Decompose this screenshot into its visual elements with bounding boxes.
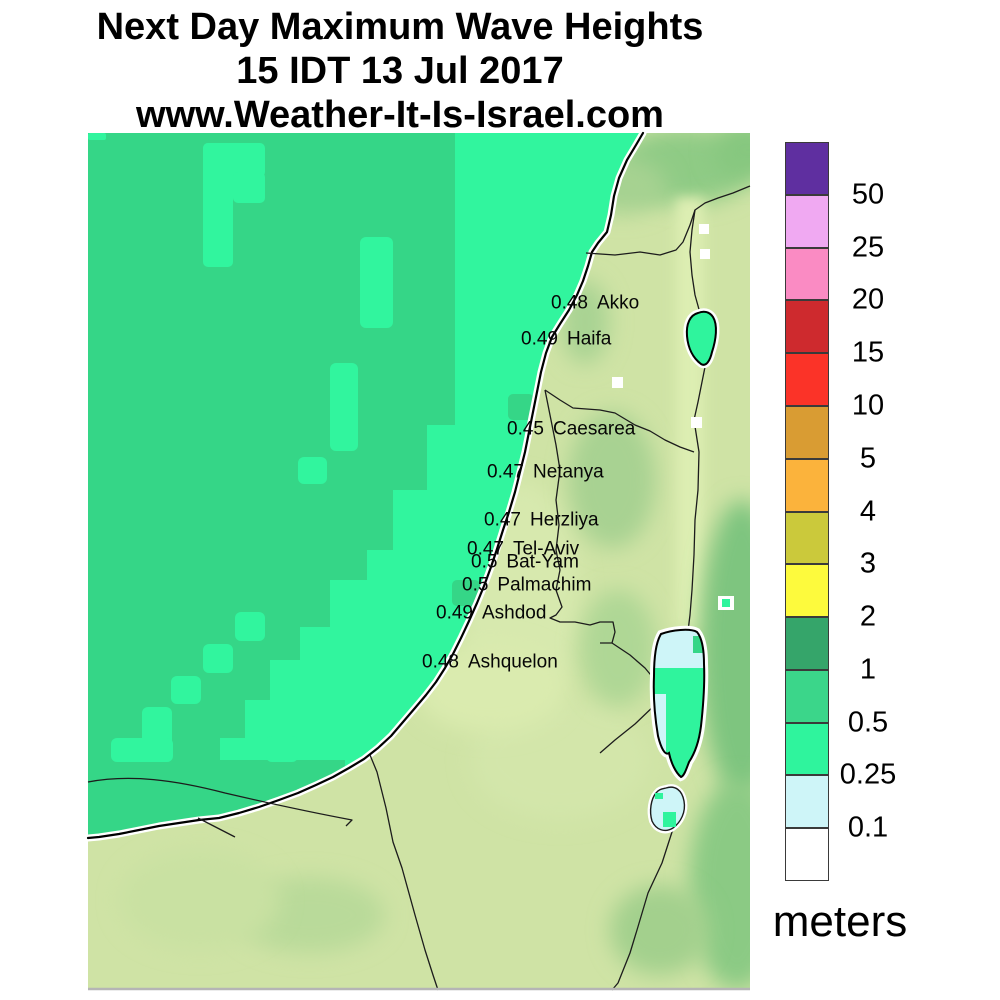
legend-tick-label-25: 25 [851, 231, 885, 264]
legend-tick-label-4: 4 [859, 495, 877, 528]
station-label-palmachim: 0.5 Palmachim [462, 574, 592, 596]
station-label-tel-aviv: 0.47 Tel-Aviv [467, 538, 580, 560]
legend-tick-label-0.25: 0.25 [839, 758, 897, 791]
legend-tick-label-0.1: 0.1 [847, 811, 889, 844]
legend-swatch-5 [785, 405, 829, 459]
station-label-herzliya: 0.47 Herzliya [484, 509, 599, 531]
station-label-ashdod: 0.49 Ashdod [436, 602, 547, 624]
legend-tick-label-1: 1 [859, 653, 877, 686]
station-label-netanya: 0.47 Netanya [487, 461, 604, 483]
legend-tick-label-3: 3 [859, 547, 877, 580]
border-egypt [369, 754, 439, 991]
station-label-bat-yam: 0.5 Bat-Yam [471, 551, 579, 573]
legend-tick-label-0.5: 0.5 [847, 706, 889, 739]
legend-swatch-1 [785, 194, 829, 248]
legend-swatch-0 [785, 142, 829, 195]
dead-sea [649, 625, 709, 782]
legend-swatch-9 [785, 617, 829, 670]
legend-swatch-2 [785, 247, 829, 301]
border-green-line-north [544, 389, 695, 453]
border-lebanon [585, 185, 751, 256]
legend-swatch-4 [785, 353, 829, 406]
lagoon-spit [197, 817, 236, 838]
lagoon-outline [87, 777, 353, 827]
legend-tick-label-5: 5 [859, 442, 877, 475]
station-label-akko: 0.48 Akko [551, 292, 640, 314]
sea-dark-patches [452, 394, 534, 606]
legend-swatch-7 [785, 511, 829, 565]
terrain-shading [120, 133, 750, 990]
legend-tick-label-20: 20 [851, 283, 885, 316]
legend-swatch-13 [785, 828, 829, 882]
small-pond [722, 599, 730, 607]
sea-of-galilee [683, 308, 720, 369]
legend-swatch-11 [785, 722, 829, 776]
sea-bright-patches [88, 133, 393, 762]
title-website: www.Weather-It-Is-Israel.com [136, 94, 664, 136]
border-golan [689, 209, 701, 314]
border-green-line-west [544, 389, 616, 644]
border-jordan-south [611, 811, 682, 991]
legend-unit-label: meters [772, 897, 908, 946]
station-label-ashquelon: 0.48 Ashquelon [422, 651, 558, 673]
border-judea-diagonal [599, 701, 659, 754]
station-label-caesarea: 0.45 Caesarea [507, 418, 636, 440]
legend-tick-label-15: 15 [851, 336, 885, 369]
legend-swatch-3 [785, 300, 829, 354]
legend-swatch-8 [785, 564, 829, 618]
station-label-haifa: 0.49 Haifa [521, 328, 612, 350]
border-lines [87, 185, 751, 991]
border-jordan-river [687, 361, 707, 632]
legend-tick-label-2: 2 [859, 600, 877, 633]
legend-swatch-10 [785, 669, 829, 723]
title-block: Next Day Maximum Wave Heights 15 IDT 13 … [0, 5, 800, 137]
dead-sea-south-basin [647, 784, 688, 834]
legend-swatch-6 [785, 458, 829, 512]
page-title: Next Day Maximum Wave Heights [96, 6, 704, 48]
legend-swatch-12 [785, 775, 829, 829]
title-datetime: 15 IDT 13 Jul 2017 [236, 50, 564, 92]
coastline [86, 131, 645, 840]
legend-tick-label-50: 50 [851, 178, 885, 211]
legend-tick-label-10: 10 [851, 389, 885, 422]
